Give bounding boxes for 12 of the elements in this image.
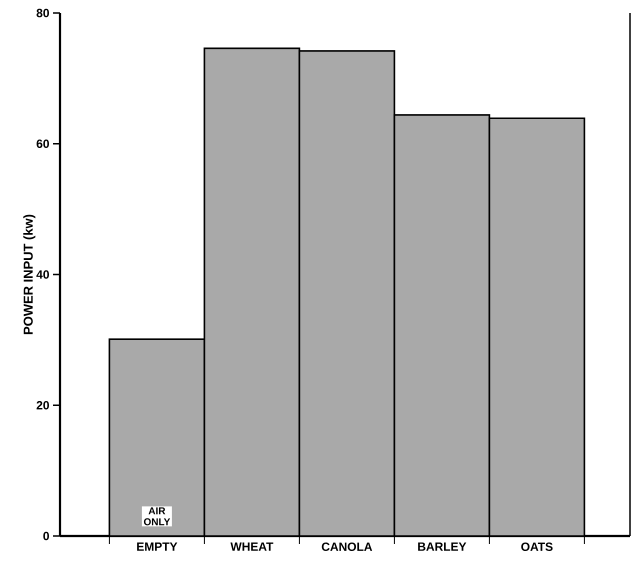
x-tick-label: BARLEY bbox=[418, 542, 466, 551]
y-tick-label: 80 bbox=[36, 8, 49, 18]
x-tick-label: OATS bbox=[521, 542, 553, 551]
x-tick-label: CANOLA bbox=[322, 542, 372, 551]
y-axis-title: POWER INPUT (kw) bbox=[23, 214, 36, 334]
annotation: AIR ONLY bbox=[144, 507, 170, 526]
y-tick-label: 20 bbox=[36, 401, 49, 410]
y-tick-label: 40 bbox=[36, 270, 49, 279]
y-tick-label: 60 bbox=[36, 140, 49, 148]
y-tick-label: 0 bbox=[43, 532, 49, 540]
x-tick-label: WHEAT bbox=[230, 542, 274, 551]
x-tick-label: EMPTY bbox=[137, 542, 178, 551]
